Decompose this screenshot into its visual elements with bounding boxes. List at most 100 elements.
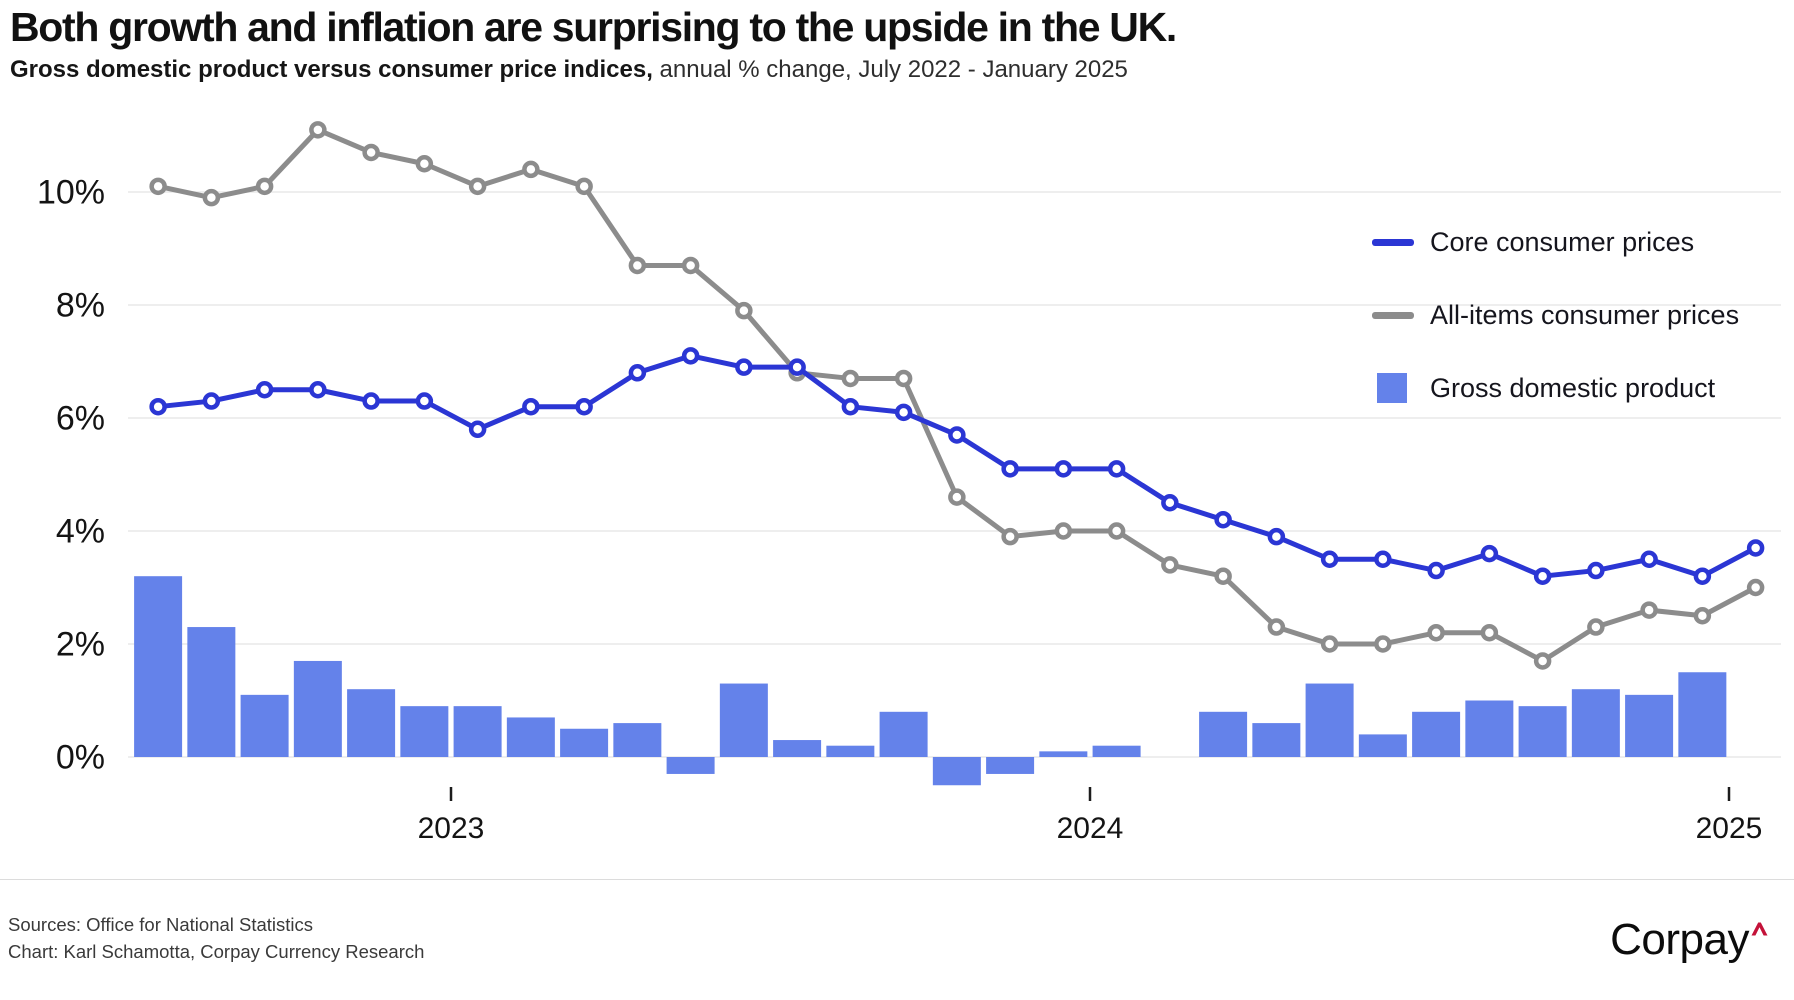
data-point-marker <box>894 403 913 422</box>
gdp-bar <box>613 723 662 757</box>
chart-credit-line: Chart: Karl Schamotta, Corpay Currency R… <box>8 941 425 962</box>
data-point-marker <box>1693 567 1712 585</box>
subtitle-bold: Gross domestic product versus consumer p… <box>10 56 653 83</box>
data-point-marker <box>149 397 167 416</box>
data-point-marker <box>1001 460 1019 478</box>
page-subtitle: Gross domestic product versus consumer p… <box>10 56 1128 84</box>
gdp-bar <box>1678 672 1727 757</box>
gdp-bar <box>560 728 609 757</box>
legend-item-gdp: Gross domestic product <box>1372 366 1772 410</box>
data-point-marker <box>1640 550 1658 568</box>
data-point-marker <box>1533 567 1552 585</box>
data-point-marker <box>948 426 966 444</box>
data-point-marker <box>841 369 860 388</box>
data-point-marker <box>415 392 434 410</box>
data-point-marker <box>522 160 540 179</box>
svg-text:2%: 2% <box>56 626 105 664</box>
gdp-bar <box>134 576 183 757</box>
data-point-marker <box>1161 556 1179 574</box>
legend-item-all-items-cpi: All-items consumer prices <box>1372 293 1772 337</box>
gdp-bar <box>1518 706 1567 757</box>
core-cpi-line-swatch <box>1372 238 1414 246</box>
gdp-bar <box>1358 734 1407 757</box>
data-point-marker <box>1427 561 1445 580</box>
gdp-bar <box>506 717 555 757</box>
svg-text:10%: 10% <box>37 174 105 212</box>
data-point-marker <box>202 188 221 207</box>
gdp-bar <box>719 683 768 757</box>
x-axis-labels: 2023 2024 2025 <box>418 787 1763 845</box>
data-point-marker <box>202 392 221 410</box>
gdp-bar <box>986 757 1035 774</box>
data-point-marker <box>1533 652 1552 670</box>
corpay-caret-icon <box>1751 922 1768 936</box>
data-point-marker <box>1480 544 1499 563</box>
data-point-marker <box>1320 635 1339 653</box>
gdp-bar <box>453 706 502 757</box>
corpay-logo-text: Corpay <box>1610 915 1749 964</box>
gdp-bar-swatch <box>1377 373 1407 403</box>
gdp-bar <box>1252 723 1301 757</box>
gdp-bars <box>134 576 1727 786</box>
svg-text:2025: 2025 <box>1696 812 1763 845</box>
data-point-marker <box>1587 561 1605 580</box>
gdp-bar <box>1039 751 1088 757</box>
sources-line: Sources: Office for National Statistics <box>8 914 314 935</box>
data-point-marker <box>841 397 860 416</box>
gdp-bar <box>773 740 822 757</box>
data-point-marker <box>1214 567 1232 585</box>
gdp-bar <box>187 627 236 757</box>
data-point-marker <box>309 381 327 399</box>
corpay-logo: Corpay <box>1610 916 1768 964</box>
legend-label: Gross domestic product <box>1430 372 1716 403</box>
svg-text:4%: 4% <box>56 513 105 551</box>
data-point-marker <box>1693 607 1712 625</box>
svg-text:2024: 2024 <box>1057 812 1124 845</box>
gdp-bar <box>932 757 981 786</box>
gdp-bar <box>293 660 342 757</box>
legend-label: All-items consumer prices <box>1430 299 1740 330</box>
page-title: Both growth and inflation are surprising… <box>10 4 1177 50</box>
gdp-bar <box>1092 745 1141 757</box>
data-point-marker <box>681 256 700 275</box>
data-point-marker <box>1267 618 1286 636</box>
data-point-marker <box>948 488 966 506</box>
chart-legend: Core consumer prices All-items consumer … <box>1372 220 1772 439</box>
data-point-marker <box>1107 522 1126 540</box>
series-core-consumer-prices <box>149 347 1765 585</box>
data-point-marker <box>1746 539 1765 557</box>
data-point-marker <box>1480 623 1499 642</box>
data-point-marker <box>255 177 274 196</box>
gdp-bar <box>400 706 449 757</box>
data-point-marker <box>575 177 593 196</box>
gdp-bar <box>826 745 875 757</box>
gdp-bar <box>1412 711 1461 757</box>
gdp-bar <box>666 757 715 774</box>
data-point-marker <box>735 301 753 320</box>
data-point-marker <box>575 397 593 416</box>
data-point-marker <box>628 364 647 382</box>
data-point-marker <box>309 121 327 139</box>
gdp-bar <box>1465 700 1514 757</box>
all-items-cpi-line-swatch <box>1372 311 1414 319</box>
footer-divider <box>0 879 1794 880</box>
data-point-marker <box>415 155 434 173</box>
data-point-marker <box>1107 460 1126 478</box>
data-point-marker <box>788 358 806 376</box>
data-point-marker <box>681 347 700 365</box>
data-point-marker <box>628 256 647 275</box>
gdp-bar <box>347 689 396 757</box>
subtitle-rest: annual % change, July 2022 - January 202… <box>652 56 1128 83</box>
data-point-marker <box>1214 510 1232 529</box>
legend-label: Core consumer prices <box>1430 226 1695 257</box>
svg-text:6%: 6% <box>56 400 105 438</box>
gdp-bar <box>240 694 289 757</box>
gdp-bar <box>1571 689 1620 757</box>
data-point-marker <box>255 381 274 399</box>
data-point-marker <box>468 420 487 439</box>
data-point-marker <box>1640 601 1658 619</box>
data-point-marker <box>362 143 380 162</box>
svg-text:0%: 0% <box>56 739 105 777</box>
legend-item-core-cpi: Core consumer prices <box>1372 220 1772 264</box>
data-point-marker <box>1374 550 1392 568</box>
